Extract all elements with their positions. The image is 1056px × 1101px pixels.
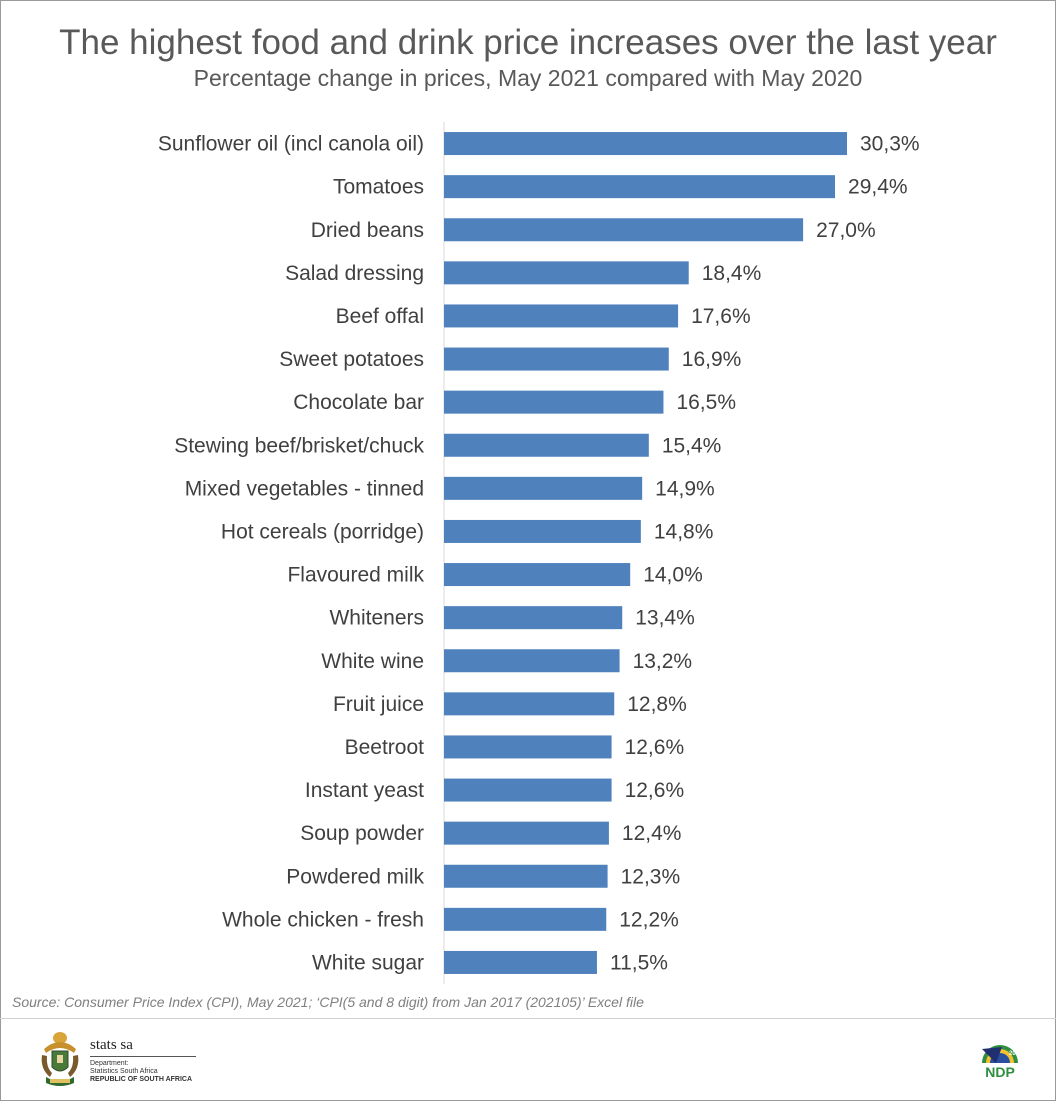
bar xyxy=(444,778,612,802)
category-label: Hot cereals (porridge) xyxy=(221,520,424,543)
value-label: 12,4% xyxy=(622,822,682,845)
category-label: Whole chicken - fresh xyxy=(222,908,424,931)
category-label: Whiteners xyxy=(329,607,424,630)
bar-chart: Sunflower oil (incl canola oil) 30,3% Toma… xyxy=(158,122,920,984)
category-label: Flavoured milk xyxy=(287,564,424,587)
brand-line-1: Department: xyxy=(90,1060,129,1067)
value-label: 12,6% xyxy=(625,736,685,759)
bar xyxy=(444,821,609,845)
bar xyxy=(444,649,620,673)
category-label: Chocolate bar xyxy=(293,391,424,414)
category-label: Beetroot xyxy=(345,736,425,759)
value-label: 15,4% xyxy=(662,434,722,457)
value-label: 30,3% xyxy=(860,133,920,156)
value-label: 12,8% xyxy=(627,693,687,716)
bar xyxy=(444,950,597,974)
brand-name: stats sa xyxy=(90,1037,133,1053)
value-label: 14,9% xyxy=(655,477,715,500)
value-label: 27,0% xyxy=(816,219,876,242)
category-label: Soup powder xyxy=(300,822,424,845)
value-label: 14,8% xyxy=(654,520,714,543)
bar xyxy=(444,476,643,500)
category-label: Fruit juice xyxy=(333,693,424,716)
category-label: Instant yeast xyxy=(305,779,424,802)
bar xyxy=(444,692,615,716)
bar xyxy=(444,218,804,242)
bar xyxy=(444,390,664,414)
bars-group: Sunflower oil (incl canola oil) 30,3% Toma… xyxy=(158,132,920,974)
bar xyxy=(444,606,623,630)
brand-rule xyxy=(90,1056,196,1057)
ndp-2030-logo-icon: 2030 NDP xyxy=(982,1045,1023,1080)
category-label: Sunflower oil (incl canola oil) xyxy=(158,133,424,156)
value-label: 14,0% xyxy=(643,564,703,587)
bar xyxy=(444,132,847,156)
bar xyxy=(444,907,607,931)
bar xyxy=(444,519,641,543)
brand-line-2: Statistics South Africa xyxy=(90,1068,158,1075)
bar xyxy=(444,304,679,328)
value-label: 11,5% xyxy=(610,951,668,974)
chart-subtitle: Percentage change in prices, May 2021 co… xyxy=(193,65,863,91)
bar xyxy=(444,261,689,285)
category-label: Stewing beef/brisket/chuck xyxy=(174,434,424,457)
value-label: 17,6% xyxy=(691,305,751,328)
bar xyxy=(444,347,669,371)
value-label: 29,4% xyxy=(848,176,908,199)
footer: stats sa Department: Statistics South Af… xyxy=(0,1019,1056,1099)
value-label: 18,4% xyxy=(702,262,762,285)
source-note: Source: Consumer Price Index (CPI), May … xyxy=(12,994,644,1010)
bar xyxy=(444,175,836,199)
brand-line-3: REPUBLIC OF SOUTH AFRICA xyxy=(90,1076,193,1083)
chart-title: The highest food and drink price increas… xyxy=(59,23,997,62)
value-label: 12,6% xyxy=(625,779,685,802)
value-label: 13,4% xyxy=(635,607,695,630)
category-label: Dried beans xyxy=(311,219,424,242)
bar xyxy=(444,563,631,587)
category-label: Sweet potatoes xyxy=(279,348,424,371)
bar xyxy=(444,433,649,457)
ndp-text: NDP xyxy=(985,1064,1015,1080)
category-label: Powdered milk xyxy=(286,865,424,888)
category-label: Mixed vegetables - tinned xyxy=(185,477,424,500)
category-label: White wine xyxy=(321,650,424,673)
category-label: Beef offal xyxy=(336,305,424,328)
footer-divider xyxy=(0,1018,1056,1019)
bar xyxy=(444,735,612,759)
value-label: 16,5% xyxy=(676,391,736,414)
value-label: 12,3% xyxy=(621,865,681,888)
category-label: Salad dressing xyxy=(285,262,424,285)
bar xyxy=(444,864,608,888)
value-label: 16,9% xyxy=(682,348,742,371)
value-label: 13,2% xyxy=(633,650,693,673)
value-label: 12,2% xyxy=(619,908,679,931)
coat-of-arms-icon xyxy=(41,1032,79,1086)
stats-sa-brand: stats sa Department: Statistics South Af… xyxy=(90,1037,200,1084)
category-label: White sugar xyxy=(312,951,424,974)
category-label: Tomatoes xyxy=(333,176,424,199)
ndp-year: 2030 xyxy=(1009,1051,1023,1057)
